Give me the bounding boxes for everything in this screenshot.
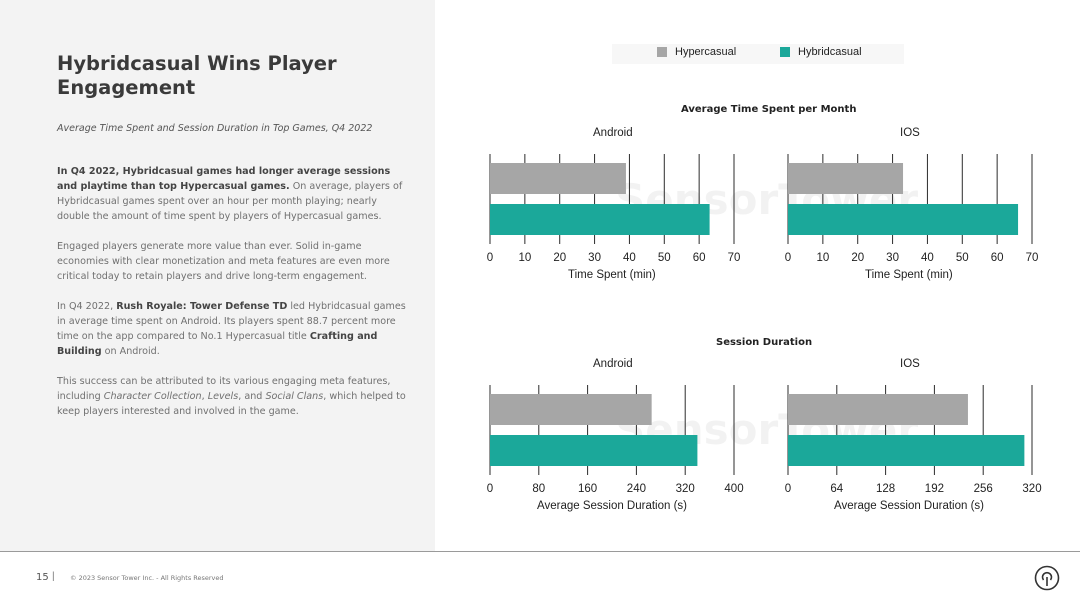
x-axis-label-time-spent-ios: Time Spent (min)	[865, 269, 953, 281]
body-text: In Q4 2022, Hybridcasual games had longe…	[57, 164, 407, 434]
legend-item-hybridcasual: Hybridcasual	[780, 46, 862, 58]
tick-label: 240	[627, 483, 646, 495]
tick-label: 64	[830, 483, 843, 495]
chart-time-spent-android: 0 10 20 30 40 50 60 70	[487, 154, 741, 264]
tick-label: 400	[724, 483, 743, 495]
bar-hybridcasual	[788, 204, 1019, 235]
tick-label: 192	[925, 483, 944, 495]
bar-hypercasual	[490, 163, 626, 194]
footer-divider	[0, 551, 1080, 552]
tick-label: 0	[785, 252, 791, 264]
legend-swatch-hypercasual	[657, 47, 667, 57]
tick-label: 256	[974, 483, 993, 495]
sensor-tower-logo-icon	[1034, 565, 1060, 591]
bar-hybridcasual	[788, 435, 1025, 466]
feature-social-clans: Social Clans	[265, 391, 324, 402]
tick-label: 70	[1026, 252, 1039, 264]
bar-hypercasual	[788, 163, 904, 194]
tick-label: 20	[851, 252, 864, 264]
bar-hybridcasual	[490, 204, 710, 235]
tick-label: 160	[578, 483, 597, 495]
tick-label: 0	[785, 483, 791, 495]
x-axis-label-session-ios: Average Session Duration (s)	[834, 500, 984, 512]
page-number: 15	[36, 572, 49, 583]
tick-label: 10	[518, 252, 531, 264]
tick-label: 60	[693, 252, 706, 264]
chart-time-spent-ios: 0 10 20 30 40 50 60 70	[785, 154, 1039, 264]
panel-label-android: Android	[593, 358, 633, 370]
feature-levels: Levels	[207, 391, 239, 402]
paragraph-3: In Q4 2022, Rush Royale: Tower Defense T…	[57, 299, 407, 359]
bar-hybridcasual	[490, 435, 698, 466]
paragraph-3-text: led Hybridcasual games in average time s…	[57, 301, 406, 342]
paragraph-4-text: ,	[201, 391, 208, 402]
panel-label-ios: IOS	[900, 358, 920, 370]
text-panel	[0, 0, 435, 551]
paragraph-4-text: This success can be attributed to its va…	[57, 376, 391, 402]
page-separator: |	[52, 571, 55, 582]
paragraph-1: In Q4 2022, Hybridcasual games had longe…	[57, 164, 407, 224]
chart-session-ios: 0 64 128 192 256 320	[785, 385, 1042, 495]
x-axis-label-session-android: Average Session Duration (s)	[537, 500, 687, 512]
tick-label: 40	[921, 252, 934, 264]
paragraph-3-text: In Q4 2022,	[57, 301, 117, 312]
paragraph-2: Engaged players generate more value than…	[57, 241, 390, 282]
paragraph-4-text: , and	[238, 391, 266, 402]
tick-label: 70	[728, 252, 741, 264]
x-axis-label-time-spent-android: Time Spent (min)	[568, 269, 656, 281]
paragraph-4: This success can be attributed to its va…	[57, 374, 407, 419]
chart-title-session-duration: Session Duration	[716, 337, 813, 348]
panel-label-android: Android	[593, 127, 633, 139]
tick-label: 30	[588, 252, 601, 264]
tick-label: 60	[991, 252, 1004, 264]
copyright: © 2023 Sensor Tower Inc. - All Rights Re…	[70, 574, 224, 582]
tick-label: 128	[876, 483, 895, 495]
paragraph-1-text: On average, players of Hybridcasual game…	[57, 181, 403, 222]
tick-label: 40	[623, 252, 636, 264]
legend-swatch-hybridcasual	[780, 47, 790, 57]
legend-label-hybridcasual: Hybridcasual	[798, 46, 862, 58]
game-name-rush-royale: Rush Royale: Tower Defense TD	[116, 301, 288, 312]
tick-label: 50	[956, 252, 969, 264]
page-title: Hybridcasual Wins Player Engagement	[57, 52, 337, 99]
paragraph-4-text: , which helped to keep players intereste…	[57, 391, 406, 417]
tick-label: 0	[487, 483, 493, 495]
feature-character-collection: Character Collection	[103, 391, 202, 402]
game-name-crafting-building: Crafting and Building	[57, 331, 378, 357]
bar-hypercasual	[490, 394, 652, 425]
tick-label: 320	[676, 483, 695, 495]
chart-session-android: 0 80 160 240 320 400	[487, 385, 744, 495]
page-subtitle: Average Time Spent and Session Duration …	[57, 123, 373, 134]
paragraph-3-text: on Android.	[101, 346, 160, 357]
legend	[612, 44, 904, 64]
tick-label: 320	[1022, 483, 1041, 495]
legend-item-hypercasual: Hypercasual	[657, 46, 736, 58]
tick-label: 20	[553, 252, 566, 264]
tick-label: 80	[532, 483, 545, 495]
tick-label: 0	[487, 252, 493, 264]
chart-title-time-spent: Average Time Spent per Month	[681, 104, 857, 115]
tick-label: 10	[816, 252, 829, 264]
bar-hypercasual	[788, 394, 968, 425]
legend-label-hypercasual: Hypercasual	[675, 46, 737, 58]
paragraph-1-bold: In Q4 2022, Hybridcasual games had longe…	[57, 166, 391, 192]
tick-label: 50	[658, 252, 671, 264]
panel-label-ios: IOS	[900, 127, 920, 139]
tick-label: 30	[886, 252, 899, 264]
